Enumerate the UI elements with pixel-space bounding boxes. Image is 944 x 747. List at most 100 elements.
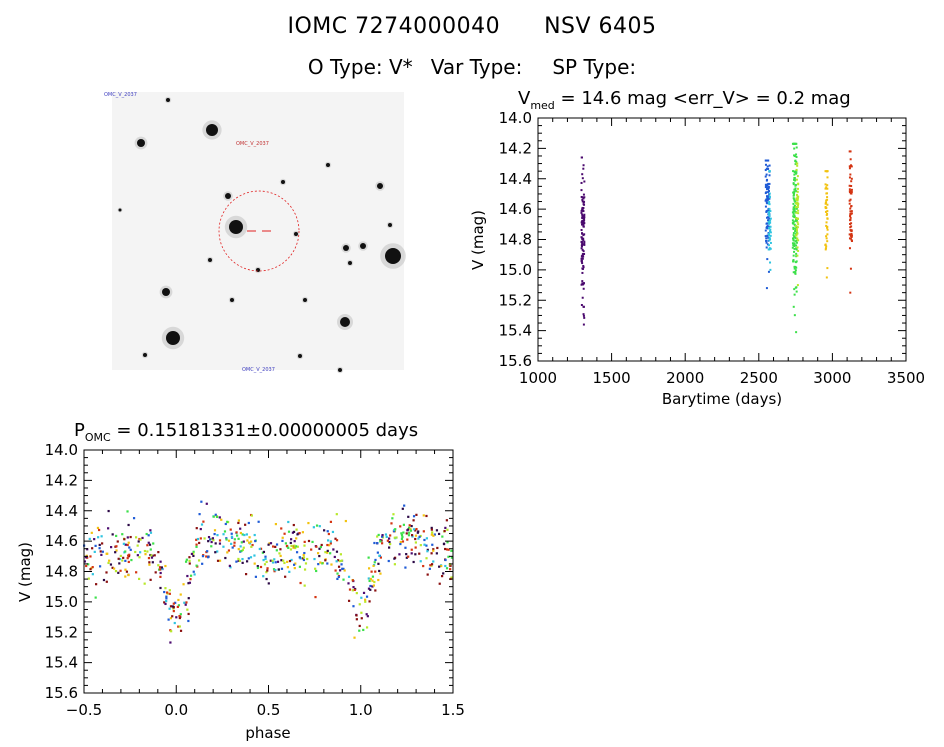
lc2-point — [337, 565, 341, 568]
lc2-point — [247, 521, 250, 525]
lc2-point — [159, 575, 162, 578]
lc2-point — [153, 554, 156, 557]
lc1-point — [768, 174, 771, 177]
lc1-point — [583, 233, 586, 236]
lc1-point — [769, 219, 772, 222]
lc1-point — [768, 217, 771, 220]
lc1-point — [768, 192, 771, 195]
lc1-point — [850, 235, 853, 238]
lc1-point — [795, 244, 798, 247]
lc2-point — [388, 546, 391, 549]
lc2-point — [267, 582, 270, 585]
lc1-point — [793, 204, 796, 207]
lc2-point — [192, 552, 195, 555]
lc1-point — [769, 230, 772, 233]
lc1-point — [793, 267, 796, 270]
lc2-point — [367, 587, 371, 590]
lc2-point — [229, 528, 232, 531]
lc1-point — [791, 211, 794, 214]
lc2-point — [353, 636, 356, 639]
lc1-point — [765, 191, 768, 194]
lc2-point — [389, 542, 392, 546]
lc2-point — [342, 567, 345, 571]
lc2-point — [401, 540, 405, 543]
lc1-point — [795, 266, 798, 269]
lc1-point — [580, 257, 583, 260]
lc2-point — [147, 541, 150, 544]
lc1-point — [767, 185, 770, 188]
lc2-point — [388, 540, 391, 544]
lc2-point — [436, 546, 439, 550]
lc2-point — [401, 507, 404, 510]
lc1-point — [581, 271, 584, 274]
lc2-title-rest: = 0.15181331±0.00000005 days — [111, 420, 418, 441]
lc2-point — [179, 593, 182, 596]
lc2-point — [315, 545, 318, 548]
lc2-point — [290, 538, 293, 541]
lc2-point — [415, 527, 418, 531]
lc2-point — [293, 567, 296, 570]
lc2-point — [237, 557, 240, 561]
x-tick-label: 2000 — [666, 369, 704, 387]
lc1-point — [792, 197, 795, 200]
lc2-point — [438, 565, 441, 568]
lc2-point — [306, 557, 309, 561]
lc2-point — [229, 566, 232, 569]
lc2-point — [301, 531, 304, 534]
lc1-point — [849, 213, 852, 216]
lc2-point — [280, 527, 283, 530]
lc2-point — [358, 624, 361, 628]
lc2-point — [372, 584, 376, 587]
lc2-point — [368, 579, 371, 583]
lc2-point — [231, 546, 234, 549]
lc2-point — [257, 520, 260, 523]
lc2-point — [118, 557, 122, 561]
lc2-point — [216, 534, 219, 537]
lc1-point — [850, 190, 853, 193]
lc1-point — [582, 225, 585, 228]
lc2-point — [168, 607, 171, 610]
lc1-point — [793, 242, 796, 245]
x-tick-label: 0.0 — [164, 701, 188, 719]
lc2-point — [402, 523, 405, 526]
lc1-point — [581, 248, 584, 251]
lc2-point — [239, 550, 242, 553]
lc1-point — [793, 176, 796, 179]
lc2-point — [404, 566, 407, 569]
lc1-point — [824, 202, 827, 205]
x-tick-label: −0.5 — [66, 701, 102, 719]
lc2-point — [450, 549, 453, 552]
lc1-point — [767, 239, 770, 242]
lc1-point — [795, 218, 798, 221]
lc2-point — [202, 520, 205, 523]
lc1-point — [765, 173, 768, 176]
lc2-point — [296, 545, 299, 548]
lc2-point — [404, 546, 407, 549]
lc2-point — [371, 575, 375, 578]
lc2-point — [154, 571, 157, 574]
lc1-point — [768, 170, 771, 173]
lc1-point — [850, 232, 853, 235]
lc2-point — [430, 528, 433, 531]
y-tick-label: 15.2 — [499, 291, 532, 309]
lc2-point — [128, 546, 131, 549]
lc2-point — [425, 514, 428, 518]
lc2-point — [284, 575, 287, 578]
lc1-point — [766, 165, 769, 168]
lc2-point — [445, 548, 449, 551]
lc1-point — [795, 202, 798, 205]
lc2-point — [334, 569, 337, 572]
lc2-point — [89, 568, 92, 571]
lc1-point — [792, 271, 795, 274]
lc1-point — [825, 237, 828, 240]
lc1-point — [769, 228, 772, 231]
lc2-point — [226, 520, 229, 523]
lc2-point — [369, 577, 372, 581]
lc2-point — [337, 559, 340, 562]
x-tick-label: 1500 — [593, 369, 631, 387]
lc2-point — [249, 556, 253, 559]
lc1-point — [793, 265, 796, 268]
lc1-point — [794, 247, 797, 250]
lc1-point — [767, 210, 770, 213]
lc1-point — [849, 222, 852, 225]
